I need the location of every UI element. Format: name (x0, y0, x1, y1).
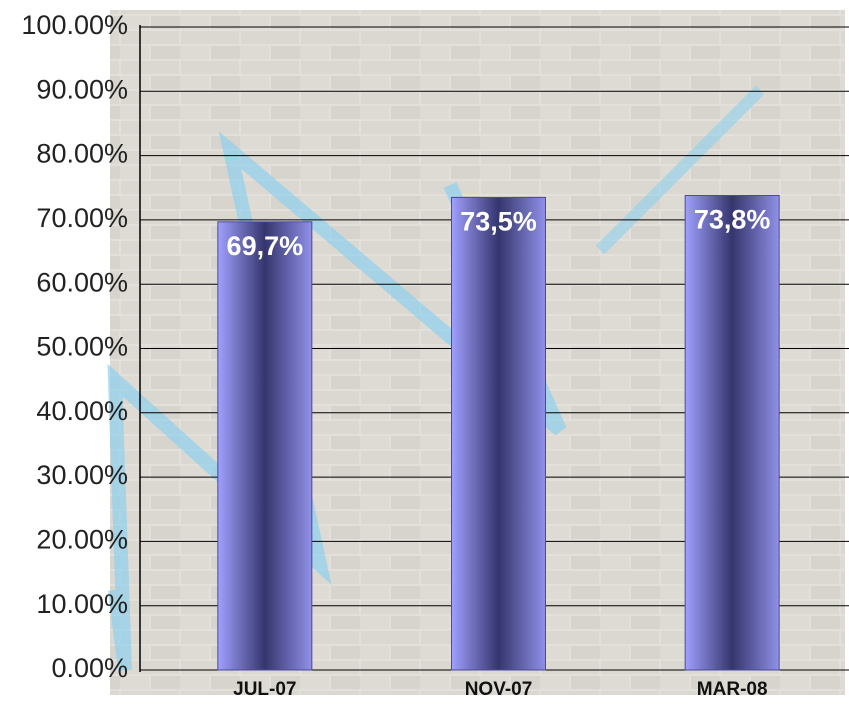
x-tick-label: JUL-07 (233, 679, 296, 700)
y-tick-label: 90.00% (36, 74, 128, 104)
y-tick-label: 80.00% (36, 139, 128, 169)
bar (451, 196, 546, 671)
bar (217, 221, 313, 671)
y-tick-label: 20.00% (36, 525, 128, 555)
y-tick-label: 30.00% (36, 460, 128, 490)
value-label: 73,5% (460, 207, 537, 237)
value-label: 73,8% (694, 205, 771, 235)
value-label: 69,7% (227, 231, 304, 261)
y-tick-label: 40.00% (36, 396, 128, 426)
x-tick-label: NOV-07 (465, 679, 533, 700)
y-tick-label: 60.00% (36, 267, 128, 297)
bar (684, 194, 780, 671)
y-tick-label: 10.00% (36, 589, 128, 619)
y-tick-label: 50.00% (36, 332, 128, 362)
y-tick-label: 70.00% (36, 203, 128, 233)
x-tick-label: MAR-08 (697, 679, 768, 700)
y-tick-label: 100.00% (21, 10, 128, 40)
decoration (107, 131, 567, 671)
y-tick-label: 0.00% (51, 653, 128, 683)
decoration (595, 85, 765, 255)
